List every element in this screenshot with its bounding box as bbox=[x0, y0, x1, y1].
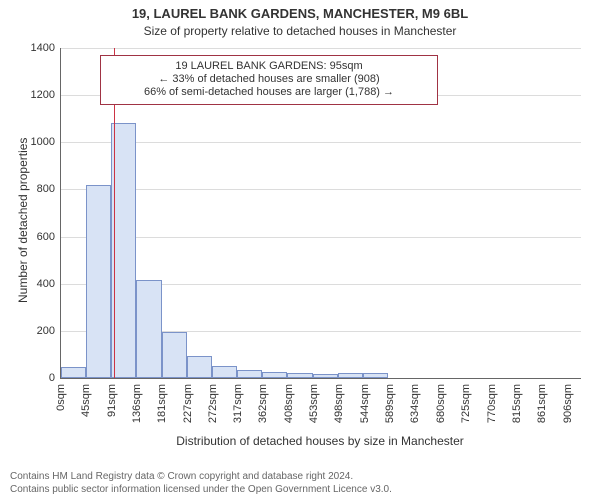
histogram-bar bbox=[237, 370, 262, 378]
annotation-box: 19 LAUREL BANK GARDENS: 95sqm ← 33% of d… bbox=[100, 55, 438, 105]
annotation-line3: 66% of semi-detached houses are larger (… bbox=[109, 86, 429, 99]
histogram-bar bbox=[313, 374, 338, 378]
x-axis-label: Distribution of detached houses by size … bbox=[60, 434, 580, 448]
x-tick-label: 589sqm bbox=[384, 384, 396, 423]
histogram-bar bbox=[162, 332, 187, 378]
gridline-h bbox=[61, 189, 581, 190]
x-tick-label: 227sqm bbox=[182, 384, 194, 423]
y-tick-label: 0 bbox=[49, 372, 55, 384]
histogram-bar bbox=[86, 185, 111, 378]
x-tick-label: 906sqm bbox=[562, 384, 574, 423]
x-tick-label: 725sqm bbox=[460, 384, 472, 423]
chart-container: 19, LAUREL BANK GARDENS, MANCHESTER, M9 … bbox=[0, 0, 600, 500]
y-tick-label: 1200 bbox=[31, 89, 55, 101]
histogram-bar bbox=[262, 372, 287, 378]
y-tick-label: 800 bbox=[37, 183, 55, 195]
histogram-bar bbox=[187, 356, 212, 378]
y-tick-label: 1000 bbox=[31, 136, 55, 148]
x-tick-label: 770sqm bbox=[486, 384, 498, 423]
x-tick-label: 815sqm bbox=[511, 384, 523, 423]
histogram-bar bbox=[363, 373, 388, 378]
chart-title-line1: 19, LAUREL BANK GARDENS, MANCHESTER, M9 … bbox=[0, 6, 600, 21]
x-tick-label: 181sqm bbox=[156, 384, 168, 423]
y-tick-label: 400 bbox=[37, 278, 55, 290]
x-tick-label: 861sqm bbox=[536, 384, 548, 423]
histogram-bar bbox=[287, 373, 312, 378]
footer-line1: Contains HM Land Registry data © Crown c… bbox=[10, 471, 392, 484]
histogram-bar bbox=[212, 366, 237, 378]
gridline-h bbox=[61, 142, 581, 143]
histogram-bar bbox=[61, 367, 86, 378]
histogram-bar bbox=[136, 280, 161, 378]
histogram-bar bbox=[338, 373, 363, 378]
x-tick-label: 634sqm bbox=[409, 384, 421, 423]
y-tick-label: 200 bbox=[37, 325, 55, 337]
y-axis-label: Number of detached properties bbox=[16, 138, 30, 303]
y-tick-label: 1400 bbox=[31, 42, 55, 54]
x-tick-label: 272sqm bbox=[207, 384, 219, 423]
x-tick-label: 0sqm bbox=[55, 384, 67, 411]
x-tick-label: 498sqm bbox=[333, 384, 345, 423]
gridline-h bbox=[61, 237, 581, 238]
y-tick-label: 600 bbox=[37, 231, 55, 243]
x-tick-label: 680sqm bbox=[435, 384, 447, 423]
annotation-line1: 19 LAUREL BANK GARDENS: 95sqm bbox=[109, 60, 429, 73]
x-tick-label: 362sqm bbox=[257, 384, 269, 423]
footer: Contains HM Land Registry data © Crown c… bbox=[10, 471, 392, 496]
x-tick-label: 408sqm bbox=[283, 384, 295, 423]
x-tick-label: 45sqm bbox=[80, 384, 92, 417]
x-tick-label: 317sqm bbox=[232, 384, 244, 423]
x-tick-label: 91sqm bbox=[106, 384, 118, 417]
chart-title-line2: Size of property relative to detached ho… bbox=[0, 24, 600, 38]
x-tick-label: 453sqm bbox=[308, 384, 320, 423]
gridline-h bbox=[61, 48, 581, 49]
footer-line2: Contains public sector information licen… bbox=[10, 484, 392, 497]
annotation-line2: ← 33% of detached houses are smaller (90… bbox=[109, 73, 429, 86]
x-tick-label: 544sqm bbox=[359, 384, 371, 423]
x-tick-label: 136sqm bbox=[131, 384, 143, 423]
